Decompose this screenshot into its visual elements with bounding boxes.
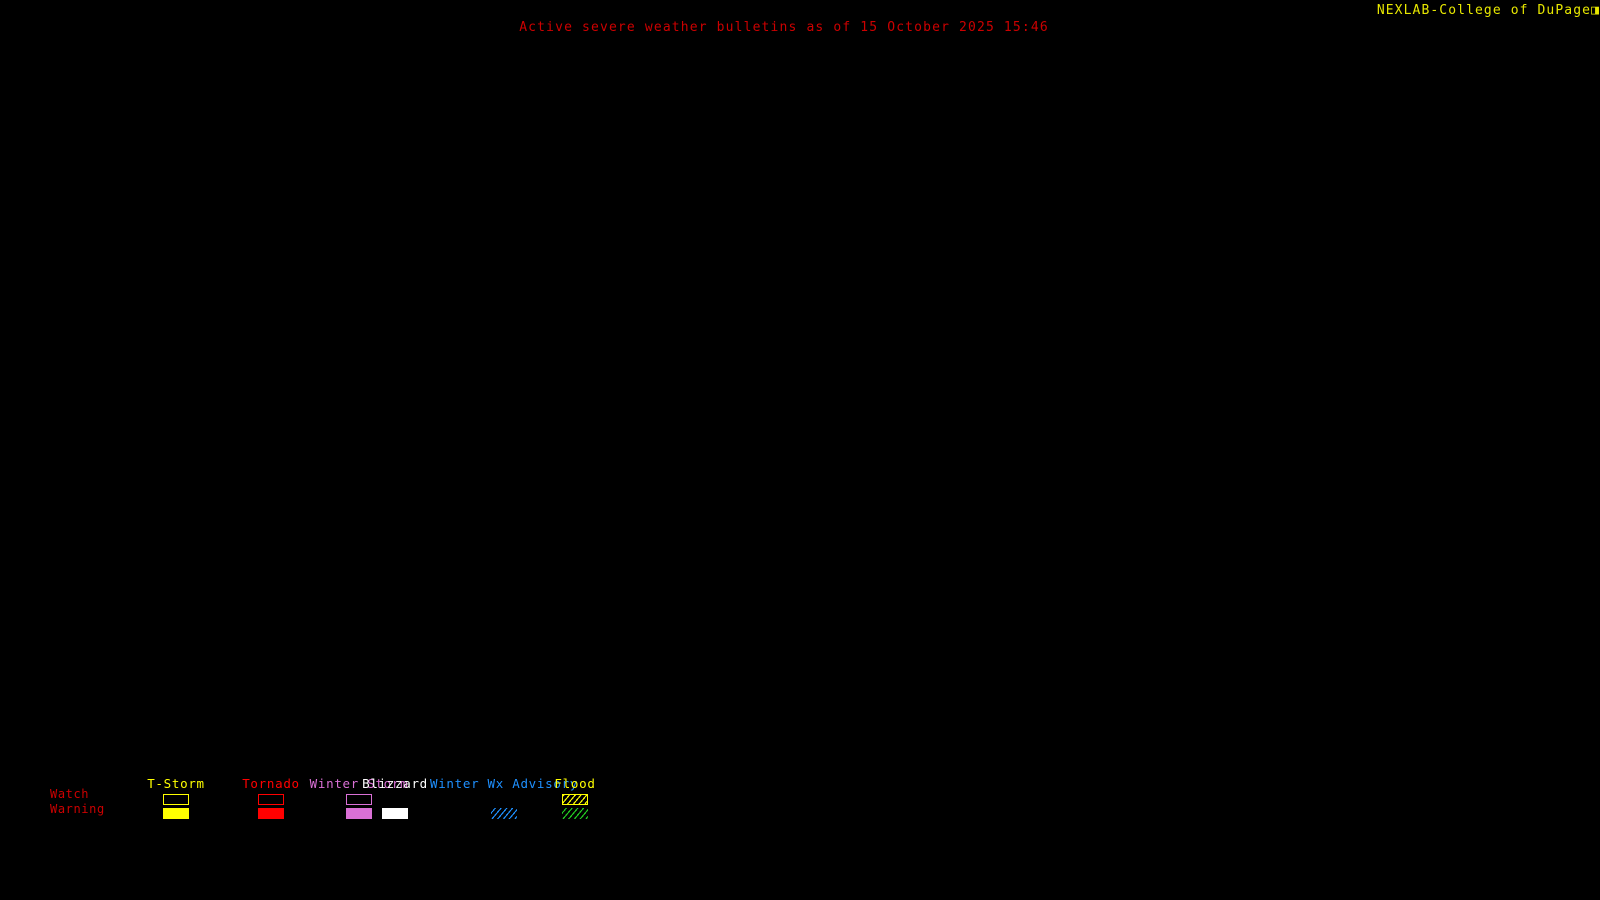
legend-swatch-tornado-warning <box>258 808 284 819</box>
legend-row-labels: Watch Warning <box>50 787 120 817</box>
legend-swatch-winter-storm-warning <box>346 808 372 819</box>
legend-label-winter-wx-advisory: Winter Wx Advisory <box>429 776 579 791</box>
legend-swatch-blizzard-warning <box>382 808 408 819</box>
legend-swatch-tornado-watch <box>258 794 284 805</box>
map-canvas[interactable] <box>0 44 1600 764</box>
legend-column-winter-wx-advisory: Winter Wx Advisory <box>388 775 620 825</box>
legend-swatch-winter-storm-watch <box>346 794 372 805</box>
legend-label-winter-storm: Winter Storm <box>309 776 409 791</box>
legend-column-blizzard: Blizzard <box>350 775 440 825</box>
brand-mark-icon: ◨ <box>1591 3 1600 18</box>
legend-swatch-tstorm-watch <box>163 794 189 805</box>
page-title: Active severe weather bulletins as of 15… <box>519 20 1049 35</box>
legend-column-winter-storm: Winter Storm <box>255 775 463 825</box>
legend-label-tornado: Tornado <box>242 776 300 791</box>
legend-row-label-warning: Warning <box>50 802 105 816</box>
legend: Watch Warning T-Storm Tornado Winter Sto… <box>50 775 650 825</box>
legend-column-tornado: Tornado <box>224 775 318 825</box>
legend-column-flood: Flood <box>532 775 618 825</box>
brand-text: NEXLAB-College of DuPage <box>1376 3 1592 18</box>
legend-label-flood: Flood <box>554 776 596 791</box>
legend-swatch-tstorm-warning <box>163 808 189 819</box>
legend-swatch-winter-wx-advisory-warning <box>491 808 517 819</box>
legend-column-tstorm: T-Storm <box>128 775 224 825</box>
legend-swatch-flood-watch <box>562 794 588 805</box>
brand-label: NEXLAB-College of DuPage◨ <box>1377 3 1600 18</box>
legend-row-label-watch: Watch <box>50 787 90 801</box>
legend-label-blizzard: Blizzard <box>362 776 428 791</box>
legend-label-tstorm: T-Storm <box>147 776 205 791</box>
legend-swatch-flood-warning <box>562 808 588 819</box>
